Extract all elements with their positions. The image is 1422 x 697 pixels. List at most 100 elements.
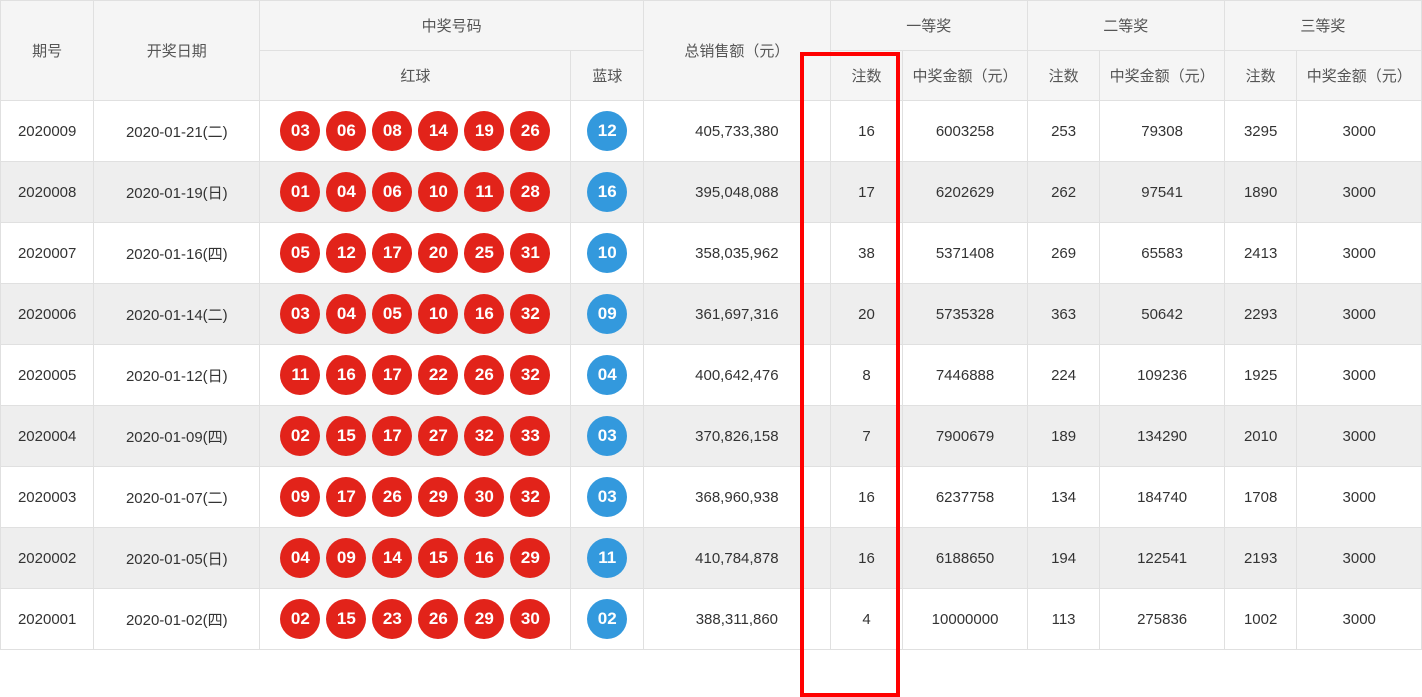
lottery-results-table: 期号 开奖日期 中奖号码 总销售额（元） 一等奖 二等奖 三等奖 红球 蓝球 注…: [0, 0, 1422, 650]
header-date: 开奖日期: [94, 1, 260, 101]
red-ball: 22: [418, 355, 458, 395]
cell-p1-count: 4: [830, 589, 903, 650]
table-row: 20200072020-01-16(四)05121720253110358,03…: [1, 223, 1422, 284]
cell-date: 2020-01-02(四): [94, 589, 260, 650]
red-ball: 02: [280, 416, 320, 456]
cell-red-balls: 021517273233: [260, 406, 571, 467]
cell-date: 2020-01-09(四): [94, 406, 260, 467]
red-ball: 03: [280, 111, 320, 151]
cell-p1-count: 20: [830, 284, 903, 345]
red-ball: 12: [326, 233, 366, 273]
cell-blue-ball: 02: [571, 589, 644, 650]
red-ball: 17: [372, 355, 412, 395]
cell-p1-count: 16: [830, 101, 903, 162]
cell-p2-count: 253: [1027, 101, 1100, 162]
blue-ball: 03: [587, 477, 627, 517]
red-ball: 08: [372, 111, 412, 151]
red-ball: 16: [326, 355, 366, 395]
cell-date: 2020-01-14(二): [94, 284, 260, 345]
table-row: 20200022020-01-05(日)04091415162911410,78…: [1, 528, 1422, 589]
header-p3-amount: 中奖金额（元）: [1297, 51, 1422, 101]
cell-p1-amount: 7446888: [903, 345, 1027, 406]
header-p2-amount: 中奖金额（元）: [1100, 51, 1224, 101]
red-ball: 26: [464, 355, 504, 395]
red-ball: 17: [372, 233, 412, 273]
cell-red-balls: 030608141926: [260, 101, 571, 162]
red-ball: 11: [464, 172, 504, 212]
cell-p3-amount: 3000: [1297, 162, 1422, 223]
cell-sales: 395,048,088: [644, 162, 831, 223]
red-ball: 01: [280, 172, 320, 212]
table-row: 20200092020-01-21(二)03060814192612405,73…: [1, 101, 1422, 162]
red-ball: 31: [510, 233, 550, 273]
red-ball: 15: [326, 599, 366, 639]
cell-p2-amount: 97541: [1100, 162, 1224, 223]
red-ball: 02: [280, 599, 320, 639]
cell-sales: 405,733,380: [644, 101, 831, 162]
cell-p3-amount: 3000: [1297, 284, 1422, 345]
blue-ball: 12: [587, 111, 627, 151]
cell-p1-count: 8: [830, 345, 903, 406]
cell-red-balls: 030405101632: [260, 284, 571, 345]
cell-red-balls: 111617222632: [260, 345, 571, 406]
lottery-table-wrapper: 期号 开奖日期 中奖号码 总销售额（元） 一等奖 二等奖 三等奖 红球 蓝球 注…: [0, 0, 1422, 650]
red-ball: 09: [280, 477, 320, 517]
cell-p2-amount: 134290: [1100, 406, 1224, 467]
cell-p1-amount: 7900679: [903, 406, 1027, 467]
cell-p2-count: 262: [1027, 162, 1100, 223]
header-issue: 期号: [1, 1, 94, 101]
red-ball: 29: [418, 477, 458, 517]
cell-red-balls: 051217202531: [260, 223, 571, 284]
red-ball: 09: [326, 538, 366, 578]
cell-p1-count: 17: [830, 162, 903, 223]
cell-blue-ball: 09: [571, 284, 644, 345]
cell-p3-count: 1925: [1224, 345, 1297, 406]
cell-red-balls: 040914151629: [260, 528, 571, 589]
cell-issue: 2020002: [1, 528, 94, 589]
cell-p2-count: 363: [1027, 284, 1100, 345]
cell-p1-amount: 5371408: [903, 223, 1027, 284]
header-red: 红球: [260, 51, 571, 101]
header-prize2-group: 二等奖: [1027, 1, 1224, 51]
header-prize1-group: 一等奖: [830, 1, 1027, 51]
cell-blue-ball: 11: [571, 528, 644, 589]
cell-p3-count: 3295: [1224, 101, 1297, 162]
cell-issue: 2020005: [1, 345, 94, 406]
red-ball: 15: [418, 538, 458, 578]
cell-p3-count: 1002: [1224, 589, 1297, 650]
header-blue: 蓝球: [571, 51, 644, 101]
blue-ball: 03: [587, 416, 627, 456]
cell-date: 2020-01-16(四): [94, 223, 260, 284]
cell-p2-count: 224: [1027, 345, 1100, 406]
cell-p1-count: 38: [830, 223, 903, 284]
cell-blue-ball: 04: [571, 345, 644, 406]
cell-p2-amount: 50642: [1100, 284, 1224, 345]
blue-ball: 02: [587, 599, 627, 639]
header-numbers-group: 中奖号码: [260, 1, 644, 51]
blue-ball: 04: [587, 355, 627, 395]
cell-issue: 2020001: [1, 589, 94, 650]
cell-date: 2020-01-05(日): [94, 528, 260, 589]
red-ball: 30: [510, 599, 550, 639]
red-ball: 05: [372, 294, 412, 334]
cell-date: 2020-01-07(二): [94, 467, 260, 528]
table-row: 20200082020-01-19(日)01040610112816395,04…: [1, 162, 1422, 223]
cell-issue: 2020003: [1, 467, 94, 528]
cell-p1-amount: 6237758: [903, 467, 1027, 528]
cell-red-balls: 021523262930: [260, 589, 571, 650]
blue-ball: 10: [587, 233, 627, 273]
red-ball: 11: [280, 355, 320, 395]
cell-blue-ball: 16: [571, 162, 644, 223]
red-ball: 03: [280, 294, 320, 334]
cell-p3-count: 1890: [1224, 162, 1297, 223]
cell-issue: 2020009: [1, 101, 94, 162]
red-ball: 26: [372, 477, 412, 517]
header-p2-count: 注数: [1027, 51, 1100, 101]
red-ball: 04: [326, 294, 366, 334]
cell-sales: 370,826,158: [644, 406, 831, 467]
cell-p3-count: 2413: [1224, 223, 1297, 284]
cell-p3-amount: 3000: [1297, 345, 1422, 406]
cell-p3-count: 1708: [1224, 467, 1297, 528]
table-row: 20200062020-01-14(二)03040510163209361,69…: [1, 284, 1422, 345]
header-p1-count: 注数: [830, 51, 903, 101]
